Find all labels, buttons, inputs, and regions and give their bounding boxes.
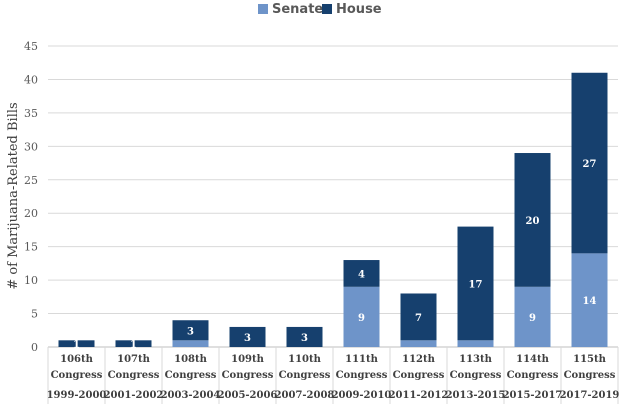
- y-tick-label: 40: [24, 73, 38, 86]
- category-label: 114th: [516, 354, 549, 365]
- data-label-house: 3: [187, 326, 194, 337]
- category-label: Congress: [165, 370, 217, 381]
- category-label: Congress: [222, 370, 274, 381]
- category-label: 111th: [345, 354, 378, 365]
- category-label: Congress: [450, 370, 502, 381]
- data-label-house: 3: [244, 333, 251, 344]
- legend-swatch-senate: [258, 4, 268, 14]
- bar-house: [58, 340, 95, 347]
- category-label: Congress: [108, 370, 160, 381]
- category-label: 108th: [174, 354, 207, 365]
- category-years-label: 2017-2019: [560, 390, 620, 401]
- legend-swatch-house: [322, 4, 332, 14]
- category-label: 115th: [573, 354, 606, 365]
- y-tick-labels: 0 5 10 15 20 25 30 35 40 45: [24, 40, 38, 354]
- bar-house: [229, 326, 266, 347]
- y-tick-label: 25: [24, 174, 38, 187]
- data-label-house: 1: [130, 340, 137, 351]
- bar-senate: [514, 286, 551, 347]
- legend-label-senate: Senate: [272, 2, 323, 17]
- data-label-senate: 9: [358, 313, 365, 324]
- category-label: Congress: [336, 370, 388, 381]
- bar-house: [571, 72, 608, 254]
- y-tick-label: 20: [24, 207, 38, 220]
- y-tick-label: 35: [24, 107, 38, 120]
- bar-senate: [172, 340, 209, 347]
- data-labels: 1 1 3 3 3 9 4 7 17 9 20 14 27: [73, 159, 596, 351]
- data-label-house: 27: [583, 159, 597, 170]
- category-label: 113th: [459, 354, 492, 365]
- data-label-house: 1: [73, 340, 80, 351]
- data-label-senate: 9: [529, 313, 536, 324]
- bar-house: [343, 260, 380, 287]
- category-label: Congress: [393, 370, 445, 381]
- category-years-label: 2005-2006: [218, 390, 278, 401]
- y-tick-label: 30: [24, 140, 38, 153]
- category-label: Congress: [279, 370, 331, 381]
- category-label: 109th: [231, 354, 264, 365]
- category-label: 106th: [60, 354, 93, 365]
- data-label-senate: 14: [583, 296, 597, 307]
- data-label-house: 3: [301, 333, 308, 344]
- category-label: Congress: [564, 370, 616, 381]
- category-label: Congress: [507, 370, 559, 381]
- data-label-house: 17: [469, 279, 483, 290]
- y-tick-label: 15: [24, 241, 38, 254]
- category-years-label: 1999-2000: [47, 390, 107, 401]
- category-years-label: 2015-2017: [503, 390, 563, 401]
- bar-senate: [457, 340, 494, 347]
- bar-house: [172, 320, 209, 341]
- bar-house: [286, 326, 323, 347]
- legend-label-house: House: [336, 2, 382, 17]
- data-label-house: 4: [358, 269, 365, 280]
- y-tick-label: 10: [24, 274, 38, 287]
- x-category-labels: 106thCongress1999-2000107thCongress2001-…: [47, 354, 620, 401]
- bar-senate: [400, 340, 437, 347]
- bar-house: [115, 340, 152, 347]
- gridlines: [47, 45, 619, 404]
- category-label: Congress: [51, 370, 103, 381]
- data-label-house: 7: [415, 313, 422, 324]
- category-label: 107th: [117, 354, 150, 365]
- category-years-label: 2013-2015: [446, 390, 506, 401]
- bar-senate: [571, 253, 608, 347]
- category-years-label: 2011-2012: [389, 390, 449, 401]
- y-axis-label: # of Marijuana-Related Bills: [6, 102, 21, 289]
- category-years-label: 2007-2008: [275, 390, 335, 401]
- category-label: 110th: [288, 354, 321, 365]
- y-tick-label: 45: [24, 40, 38, 53]
- bar-house: [400, 293, 437, 341]
- category-years-label: 2001-2002: [104, 390, 164, 401]
- bar-house: [514, 153, 551, 287]
- y-tick-label: 5: [31, 308, 38, 321]
- data-label-house: 20: [526, 216, 540, 227]
- category-years-label: 2003-2004: [161, 390, 221, 401]
- bar-senate: [343, 286, 380, 347]
- category-years-label: 2009-2010: [332, 390, 392, 401]
- bars: [58, 72, 608, 347]
- y-tick-label: 0: [31, 341, 38, 354]
- category-label: 112th: [402, 354, 435, 365]
- bar-house: [457, 226, 494, 341]
- legend: Senate House: [258, 2, 382, 17]
